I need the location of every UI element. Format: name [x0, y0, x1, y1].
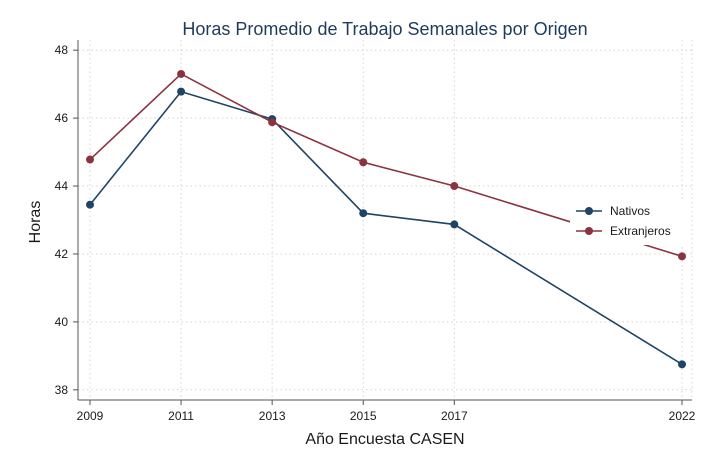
- legend-marker-nativos: [585, 207, 593, 215]
- x-tick-label: 2022: [669, 409, 696, 423]
- y-tick-label: 46: [55, 111, 69, 125]
- x-tick-label: 2011: [168, 409, 194, 423]
- series-layer: [86, 69, 686, 369]
- data-point-extranjeros: [359, 158, 368, 167]
- y-tick-label: 42: [55, 247, 69, 261]
- legend: Nativos Extranjeros: [570, 199, 686, 245]
- legend-label-extranjeros: Extranjeros: [610, 224, 671, 238]
- x-tick-label: 2017: [441, 409, 468, 423]
- legend-label-nativos: Nativos: [610, 204, 650, 218]
- legend-marker-extranjeros: [585, 227, 593, 235]
- x-tick-label: 2013: [259, 409, 286, 423]
- y-tick-label: 48: [55, 43, 69, 57]
- data-point-extranjeros: [450, 182, 459, 191]
- y-tick-label: 44: [55, 179, 69, 193]
- data-point-nativos: [177, 87, 186, 96]
- series-line-extranjeros: [89, 72, 683, 258]
- data-point-extranjeros: [86, 155, 94, 164]
- axes: 38 40 42 44 46 48 2009 2011 2013 2015 2017 2022: [55, 40, 696, 423]
- data-point-extranjeros: [678, 252, 686, 261]
- y-axis-label: Horas: [27, 201, 44, 244]
- legend-background: [570, 199, 686, 245]
- y-tick-label: 38: [55, 383, 69, 397]
- y-tick-label: 40: [55, 315, 69, 329]
- chart-title: Horas Promedio de Trabajo Semanales por …: [182, 19, 587, 39]
- series-line-nativos: [89, 90, 683, 366]
- x-tick-label: 2015: [350, 409, 377, 423]
- data-point-nativos: [86, 200, 94, 209]
- data-point-nativos: [678, 360, 686, 369]
- x-tick-label: 2009: [77, 409, 104, 423]
- data-point-extranjeros: [268, 118, 277, 127]
- grid-lines: [78, 40, 693, 400]
- data-point-extranjeros: [177, 69, 186, 78]
- data-point-nativos: [450, 220, 459, 229]
- x-axis-label: Año Encuesta CASEN: [305, 431, 464, 448]
- data-point-nativos: [359, 209, 368, 218]
